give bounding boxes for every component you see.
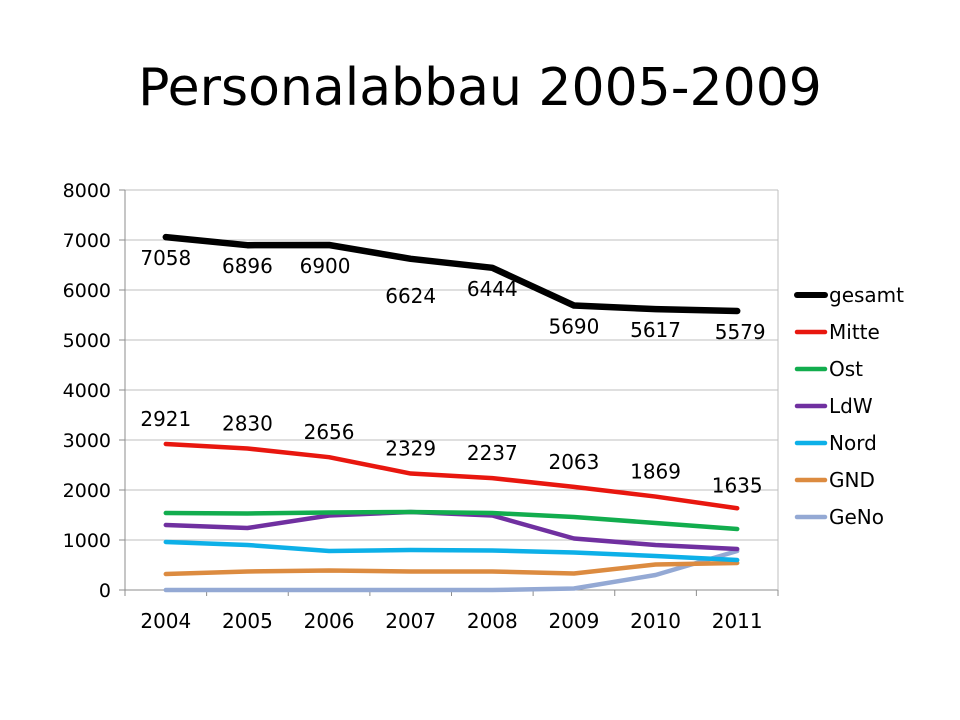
gridlines <box>125 189 778 541</box>
data-label-gesamt: 7058 <box>140 246 191 270</box>
legend-label-gnd: GND <box>829 468 875 492</box>
legend-label-mitte: Mitte <box>829 320 880 344</box>
series-line-mitte <box>163 441 740 511</box>
series-line-gnd <box>163 560 740 577</box>
x-tick-label: 2010 <box>630 609 681 633</box>
data-label-gesamt: 5579 <box>715 320 766 344</box>
series-line-geno <box>163 548 740 593</box>
legend-label-gesamt: gesamt <box>829 283 904 307</box>
y-tick-label: 6000 <box>63 280 111 302</box>
data-label-gesamt: 6444 <box>467 277 518 301</box>
y-tick-label: 7000 <box>63 230 111 252</box>
page-title: Personalabbau 2005-2009 <box>138 58 822 118</box>
x-tick-label: 2011 <box>712 609 763 633</box>
x-tick-label: 2004 <box>140 609 191 633</box>
series-line-nord <box>163 539 740 563</box>
x-tick-label: 2007 <box>385 609 436 633</box>
x-tick-label: 2009 <box>548 609 599 633</box>
y-tick-label: 2000 <box>63 480 111 502</box>
y-tick-label: 3000 <box>63 430 111 452</box>
data-label-gesamt: 6900 <box>300 254 351 278</box>
legend-label-ldw: LdW <box>829 394 873 418</box>
x-tick-label: 2008 <box>467 609 518 633</box>
series-lines <box>162 233 741 593</box>
y-tick-label: 0 <box>99 580 111 602</box>
legend-label-ost: Ost <box>829 357 863 381</box>
series-line-ost <box>163 509 740 532</box>
data-label-mitte: 2237 <box>467 441 518 465</box>
data-label-mitte: 2329 <box>385 437 436 461</box>
axes: 0 1000 2000 3000 4000 5000 6000 7000 8000 2004 200… <box>63 180 779 633</box>
y-tick-label: 5000 <box>63 330 111 352</box>
data-label-mitte: 2921 <box>140 407 191 431</box>
data-label-gesamt: 5690 <box>548 315 599 339</box>
legend: gesamt Mitte Ost LdW Nord GND GeNo <box>794 283 904 529</box>
data-label-mitte: 2656 <box>304 420 355 444</box>
y-tick-label: 1000 <box>63 530 111 552</box>
legend-label-nord: Nord <box>829 431 877 455</box>
data-label-gesamt: 6624 <box>385 284 436 308</box>
y-tick-label: 4000 <box>63 380 111 402</box>
data-label-gesamt: 5617 <box>630 318 681 342</box>
data-label-mitte: 1869 <box>630 460 681 484</box>
legend-label-geno: GeNo <box>829 505 884 529</box>
x-tick-label: 2005 <box>222 609 273 633</box>
series-line-gesamt <box>162 233 741 315</box>
data-label-mitte: 2830 <box>222 412 273 436</box>
data-label-mitte: 1635 <box>712 473 763 497</box>
data-label-gesamt: 6896 <box>222 254 273 278</box>
data-label-mitte: 2063 <box>548 450 599 474</box>
x-tick-label: 2006 <box>304 609 355 633</box>
y-tick-label: 8000 <box>63 180 111 202</box>
data-labels: 7058 6896 6900 6624 6444 5690 5617 5579 2921 2830… <box>140 246 765 497</box>
